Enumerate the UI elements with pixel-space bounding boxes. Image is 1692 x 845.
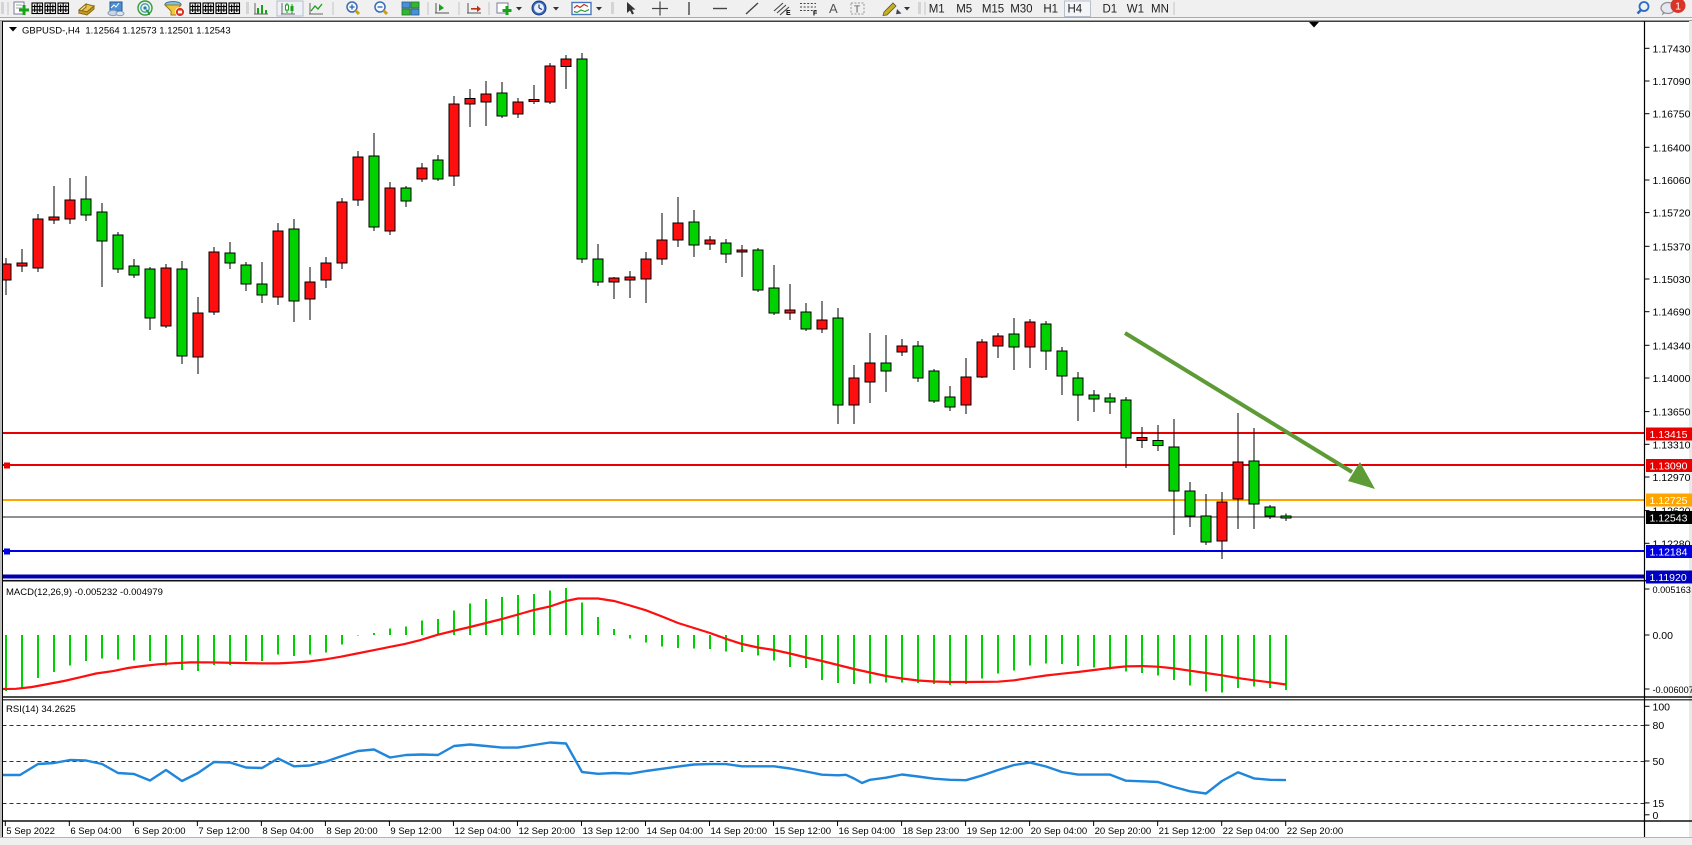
svg-text:6 Sep 20:00: 6 Sep 20:00	[134, 826, 185, 837]
svg-text:W1: W1	[1127, 4, 1144, 16]
svg-text:1.15720: 1.15720	[1653, 208, 1691, 220]
svg-text:22 Sep 20:00: 22 Sep 20:00	[1287, 826, 1344, 837]
svg-text:18 Sep 23:00: 18 Sep 23:00	[903, 826, 960, 837]
svg-text:1.13650: 1.13650	[1653, 407, 1691, 419]
svg-text:0: 0	[1653, 810, 1659, 822]
svg-text:M15: M15	[982, 4, 1004, 16]
svg-text:6 Sep 04:00: 6 Sep 04:00	[70, 826, 121, 837]
svg-text:1.16060: 1.16060	[1653, 175, 1691, 187]
svg-text:21 Sep 12:00: 21 Sep 12:00	[1159, 826, 1216, 837]
svg-text:GBPUSD-,H4 1.12564 1.12573 1.: GBPUSD-,H4 1.12564 1.12573 1.12501 1.125…	[22, 26, 231, 37]
svg-text:20 Sep 20:00: 20 Sep 20:00	[1095, 826, 1152, 837]
svg-text:1.12184: 1.12184	[1650, 547, 1688, 559]
svg-text:100: 100	[1653, 701, 1671, 713]
svg-text:14 Sep 04:00: 14 Sep 04:00	[647, 826, 704, 837]
svg-text:E: E	[786, 10, 791, 17]
svg-text:1.12970: 1.12970	[1653, 472, 1691, 484]
svg-text:8 Sep 20:00: 8 Sep 20:00	[326, 826, 377, 837]
svg-text:A: A	[829, 1, 838, 16]
svg-text:1.14690: 1.14690	[1653, 307, 1691, 319]
svg-text:7 Sep 12:00: 7 Sep 12:00	[198, 826, 249, 837]
svg-text:M30: M30	[1010, 4, 1032, 16]
svg-text:H1: H1	[1043, 4, 1058, 16]
svg-text:8 Sep 04:00: 8 Sep 04:00	[262, 826, 313, 837]
svg-text:MACD(12,26,9) -0.005232 -0.004: MACD(12,26,9) -0.005232 -0.004979	[6, 587, 163, 598]
svg-text:M5: M5	[956, 4, 972, 16]
svg-text:T: T	[854, 5, 860, 16]
svg-text:12 Sep 20:00: 12 Sep 20:00	[518, 826, 575, 837]
svg-text:22 Sep 04:00: 22 Sep 04:00	[1223, 826, 1280, 837]
svg-text:-0.006007: -0.006007	[1653, 685, 1692, 695]
svg-text:F: F	[813, 11, 818, 18]
svg-text:1.17090: 1.17090	[1653, 76, 1691, 88]
svg-text:14 Sep 20:00: 14 Sep 20:00	[711, 826, 768, 837]
svg-text:16 Sep 04:00: 16 Sep 04:00	[839, 826, 896, 837]
svg-text:1.17430: 1.17430	[1653, 43, 1691, 55]
svg-text:1: 1	[1675, 1, 1681, 13]
svg-text:1.16400: 1.16400	[1653, 142, 1691, 154]
svg-text:80: 80	[1653, 720, 1665, 732]
svg-text:0.005163: 0.005163	[1653, 585, 1691, 595]
svg-text:12 Sep 04:00: 12 Sep 04:00	[454, 826, 511, 837]
svg-text:1.13310: 1.13310	[1653, 439, 1691, 451]
svg-text:0.00: 0.00	[1653, 630, 1674, 642]
svg-text:15 Sep 12:00: 15 Sep 12:00	[775, 826, 832, 837]
svg-text:M1: M1	[929, 4, 945, 16]
svg-text:5 Sep 2022: 5 Sep 2022	[6, 826, 55, 837]
svg-text:1.14000: 1.14000	[1653, 373, 1691, 385]
svg-text:1.13090: 1.13090	[1650, 461, 1688, 473]
svg-text:13 Sep 12:00: 13 Sep 12:00	[582, 826, 639, 837]
svg-text:MN: MN	[1151, 4, 1169, 16]
svg-text:50: 50	[1653, 756, 1665, 768]
svg-text:9 Sep 12:00: 9 Sep 12:00	[390, 826, 441, 837]
svg-text:1.12725: 1.12725	[1650, 495, 1688, 507]
svg-text:1.12543: 1.12543	[1650, 513, 1688, 525]
svg-text:1.13415: 1.13415	[1650, 429, 1688, 441]
svg-text:15: 15	[1653, 798, 1665, 810]
svg-text:D1: D1	[1102, 4, 1117, 16]
svg-text:1.15030: 1.15030	[1653, 274, 1691, 286]
svg-text:1.14340: 1.14340	[1653, 340, 1691, 352]
svg-text:20 Sep 04:00: 20 Sep 04:00	[1031, 826, 1088, 837]
svg-text:1.15370: 1.15370	[1653, 241, 1691, 253]
svg-text:H4: H4	[1067, 4, 1082, 16]
svg-text:19 Sep 12:00: 19 Sep 12:00	[967, 826, 1024, 837]
svg-text:1.11920: 1.11920	[1650, 572, 1687, 584]
svg-text:1.16750: 1.16750	[1653, 109, 1691, 121]
svg-text:RSI(14) 34.2625: RSI(14) 34.2625	[6, 704, 76, 715]
